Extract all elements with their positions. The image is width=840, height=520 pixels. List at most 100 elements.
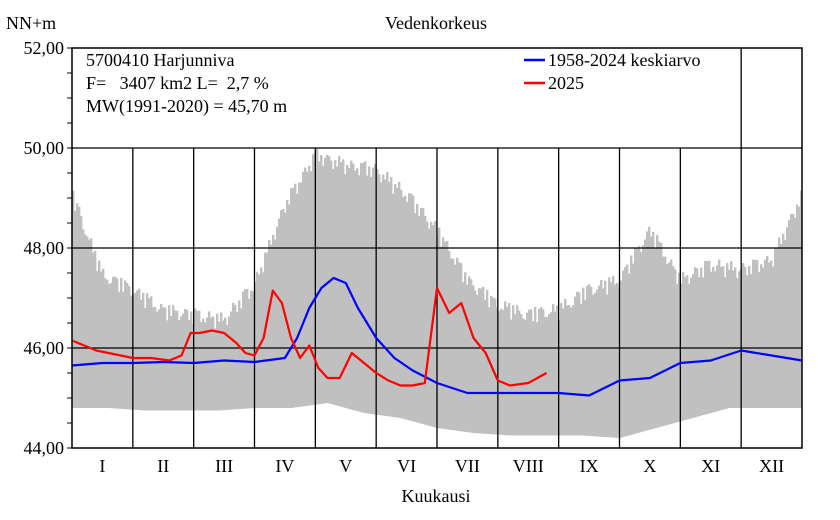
range-band-strip bbox=[422, 207, 425, 425]
range-band-strip bbox=[730, 261, 733, 408]
range-band-strip bbox=[250, 290, 253, 409]
range-band-strip bbox=[750, 273, 753, 408]
range-band-strip bbox=[570, 307, 573, 436]
range-band-strip bbox=[664, 256, 667, 426]
range-band-strip bbox=[294, 183, 297, 408]
range-band-strip bbox=[240, 308, 243, 409]
range-band-strip bbox=[598, 285, 601, 437]
range-band-strip bbox=[508, 303, 511, 436]
range-band-strip bbox=[610, 282, 613, 438]
range-band-strip bbox=[752, 259, 755, 408]
range-band-strip bbox=[790, 214, 793, 408]
range-band-strip bbox=[268, 240, 271, 408]
range-band-strip bbox=[716, 265, 719, 412]
grid-lines bbox=[67, 47, 802, 449]
range-band-strip bbox=[488, 307, 491, 435]
range-band-strip bbox=[556, 305, 559, 436]
range-band-strip bbox=[160, 303, 163, 411]
range-band-strip bbox=[398, 181, 401, 418]
range-band-strip bbox=[390, 177, 393, 417]
range-band-strip bbox=[378, 174, 381, 416]
range-band-strip bbox=[644, 239, 647, 432]
range-band-strip bbox=[194, 308, 197, 411]
range-band-strip bbox=[358, 175, 361, 412]
range-band-strip bbox=[280, 210, 283, 408]
range-band-strip bbox=[244, 289, 247, 409]
range-band-strip bbox=[304, 167, 307, 407]
range-band-strip bbox=[522, 318, 525, 436]
range-band-strip bbox=[616, 282, 619, 438]
range-band-strip bbox=[406, 202, 409, 420]
range-band-strip bbox=[638, 246, 641, 433]
range-band-strip bbox=[474, 290, 477, 434]
range-band-strip bbox=[486, 289, 489, 434]
range-band-strip bbox=[572, 305, 575, 436]
station-info: 5700410 Harjunniva F= 3407 km2 L= 2,7 % … bbox=[86, 50, 287, 117]
range-band-strip bbox=[764, 259, 767, 408]
range-band-strip bbox=[456, 257, 459, 431]
range-band-strip bbox=[212, 316, 215, 411]
range-band-strip bbox=[656, 234, 659, 428]
range-band-strip bbox=[276, 226, 279, 408]
range-band-strip bbox=[704, 260, 707, 415]
range-band-strip bbox=[758, 272, 761, 408]
range-band-strip bbox=[316, 148, 319, 405]
range-band-strip bbox=[102, 268, 105, 408]
range-band-strip bbox=[204, 322, 207, 411]
range-band-strip bbox=[228, 316, 231, 410]
range-band-strip bbox=[424, 215, 427, 425]
range-band-strip bbox=[594, 292, 597, 437]
range-band-strip bbox=[532, 321, 535, 436]
range-band-strip bbox=[502, 309, 505, 436]
range-band-strip bbox=[340, 162, 343, 407]
y-tick-label: 52,00 bbox=[24, 38, 65, 58]
range-band-strip bbox=[112, 276, 115, 409]
range-band-strip bbox=[186, 309, 189, 411]
month-label: I bbox=[99, 456, 105, 476]
range-band-strip bbox=[416, 204, 419, 423]
month-label: III bbox=[215, 456, 233, 476]
chart-title: Vedenkorkeus bbox=[385, 13, 487, 33]
range-band-strip bbox=[178, 320, 181, 411]
range-band-strip bbox=[744, 266, 747, 408]
range-band-strip bbox=[754, 259, 757, 408]
range-band-strip bbox=[472, 285, 475, 433]
range-band-strip bbox=[446, 240, 449, 430]
range-band-strip bbox=[712, 266, 715, 413]
range-band-strip bbox=[246, 288, 249, 409]
legend-label-current: 2025 bbox=[548, 73, 584, 93]
range-band-strip bbox=[140, 299, 143, 411]
range-band-strip bbox=[696, 268, 699, 417]
range-band-strip bbox=[94, 250, 97, 408]
month-label: XI bbox=[701, 456, 720, 476]
range-band-strip bbox=[122, 291, 125, 409]
range-band-strip bbox=[492, 297, 495, 435]
range-band-strip bbox=[548, 314, 551, 436]
range-band-strip bbox=[328, 156, 331, 404]
month-labels: I II III IV V VI VII VIII IX X XI XII bbox=[99, 456, 784, 476]
range-band-strip bbox=[666, 264, 669, 425]
legend-label-mean: 1958-2024 keskiarvo bbox=[548, 50, 700, 70]
range-band-strip bbox=[614, 284, 617, 438]
range-band-strip bbox=[206, 317, 209, 411]
range-band-strip bbox=[504, 301, 507, 436]
range-band-strip bbox=[654, 248, 657, 429]
range-band-strip bbox=[190, 311, 193, 411]
range-band-strip bbox=[84, 234, 87, 408]
range-band-strip bbox=[218, 321, 221, 411]
range-band-strip bbox=[786, 227, 789, 408]
y-tick-labels: 44,00 46,00 48,00 50,00 52,00 bbox=[24, 38, 65, 458]
range-band-strip bbox=[142, 292, 145, 411]
range-band-strip bbox=[114, 276, 117, 409]
range-band-strip bbox=[196, 310, 199, 411]
range-band-strip bbox=[544, 316, 547, 436]
range-band-strip bbox=[580, 303, 583, 436]
range-band-strip bbox=[156, 311, 159, 411]
range-band-strip bbox=[198, 310, 201, 411]
range-band-strip bbox=[350, 160, 353, 410]
range-band-strip bbox=[592, 294, 595, 437]
range-band-strip bbox=[784, 239, 787, 408]
range-band-strip bbox=[468, 276, 471, 433]
range-band-strip bbox=[686, 275, 689, 420]
